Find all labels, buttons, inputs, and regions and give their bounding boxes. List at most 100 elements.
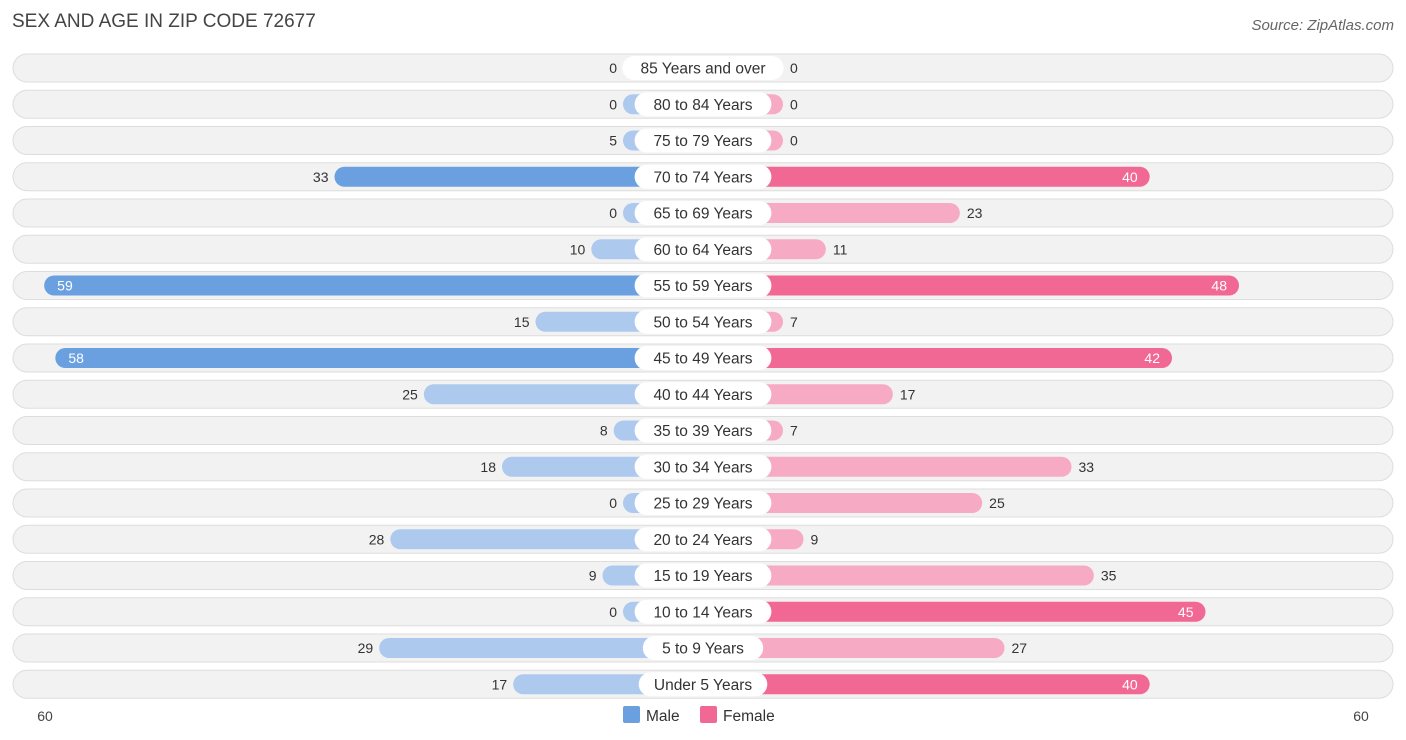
female-value-label: 9 xyxy=(811,531,819,547)
female-value-label: 40 xyxy=(1122,676,1138,692)
female-value-label: 0 xyxy=(790,133,798,149)
chart-row: 40 to 44 Years 25 17 xyxy=(12,379,1394,409)
category-label: 55 to 59 Years xyxy=(653,278,752,295)
male-bar xyxy=(55,348,704,368)
male-value-label: 59 xyxy=(57,278,73,294)
female-value-label: 0 xyxy=(790,96,798,112)
category-label: 50 to 54 Years xyxy=(653,314,752,331)
female-bar xyxy=(703,638,1005,658)
chart-row: 30 to 34 Years 18 33 xyxy=(12,452,1394,482)
male-bar xyxy=(334,166,703,187)
male-bar xyxy=(423,384,703,405)
category-pill xyxy=(634,164,772,189)
chart-row: 45 to 49 Years 58 42 xyxy=(12,343,1394,373)
female-value-label: 23 xyxy=(967,205,983,221)
legend-female-label: Female xyxy=(723,708,775,725)
category-pill xyxy=(634,418,772,443)
male-value-label: 9 xyxy=(589,568,597,584)
male-value-label: 0 xyxy=(609,495,617,511)
category-label: 30 to 34 Years xyxy=(653,459,752,476)
chart-row: 20 to 24 Years 28 9 xyxy=(12,524,1394,554)
chart-row: 55 to 59 Years 59 48 xyxy=(12,271,1394,300)
chart-row: 10 to 14 Years 0 45 xyxy=(12,597,1394,627)
chart-row: 85 Years and over 0 0 xyxy=(12,53,1394,83)
male-bar xyxy=(44,275,703,296)
male-value-label: 58 xyxy=(68,350,84,366)
female-bar xyxy=(703,674,1150,695)
male-value-label: 0 xyxy=(609,96,617,112)
chart-row: 80 to 84 Years 0 0 xyxy=(12,89,1394,119)
female-value-label: 0 xyxy=(790,60,798,76)
category-label: 75 to 79 Years xyxy=(653,133,752,150)
female-bar xyxy=(703,456,1072,477)
category-label: 10 to 14 Years xyxy=(653,604,752,621)
category-label: 85 Years and over xyxy=(641,61,766,78)
category-pill xyxy=(634,128,772,153)
male-value-label: 25 xyxy=(402,386,418,402)
male-value-label: 17 xyxy=(492,676,508,692)
category-pill xyxy=(642,636,764,660)
male-value-label: 33 xyxy=(313,169,329,185)
chart-row: 15 to 19 Years 9 35 xyxy=(12,561,1394,590)
chart-source: Source: ZipAtlas.com xyxy=(1251,17,1394,34)
category-label: 70 to 74 Years xyxy=(653,169,752,186)
male-value-label: 18 xyxy=(480,459,496,475)
category-label: 5 to 9 Years xyxy=(662,641,744,658)
category-pill xyxy=(634,346,772,370)
female-value-label: 25 xyxy=(989,495,1005,511)
female-bar xyxy=(703,565,1094,586)
female-value-label: 42 xyxy=(1144,350,1160,366)
category-pill xyxy=(634,527,772,552)
category-label: 20 to 24 Years xyxy=(653,532,752,549)
chart-row: 5 to 9 Years 29 27 xyxy=(12,633,1394,663)
male-value-label: 15 xyxy=(514,314,530,330)
female-value-label: 11 xyxy=(833,241,848,257)
category-pill xyxy=(638,672,768,697)
category-label: 40 to 44 Years xyxy=(653,387,752,404)
chart-row: Under 5 Years 17 40 xyxy=(12,669,1394,699)
male-value-label: 0 xyxy=(609,604,617,620)
chart-row: 70 to 74 Years 33 40 xyxy=(12,162,1394,192)
legend-female-swatch xyxy=(700,706,717,723)
legend-male-swatch xyxy=(623,706,640,723)
x-axis-right-label: 60 xyxy=(1353,708,1369,724)
female-value-label: 48 xyxy=(1211,278,1227,294)
category-pill xyxy=(634,599,772,624)
legend-male: Male xyxy=(623,706,680,725)
category-pill xyxy=(622,56,784,80)
male-value-label: 0 xyxy=(609,60,617,76)
female-bar xyxy=(703,275,1239,296)
category-pill xyxy=(634,563,772,588)
female-value-label: 7 xyxy=(790,314,798,330)
female-value-label: 35 xyxy=(1101,568,1117,584)
female-value-label: 7 xyxy=(790,423,798,439)
category-label: 25 to 29 Years xyxy=(653,496,752,513)
category-pill xyxy=(634,273,772,298)
category-pill xyxy=(634,237,772,262)
legend-female: Female xyxy=(700,706,775,725)
category-pill xyxy=(634,454,772,479)
female-value-label: 40 xyxy=(1122,169,1138,185)
male-value-label: 5 xyxy=(609,133,617,149)
chart-row: 65 to 69 Years 0 23 xyxy=(12,198,1394,228)
female-value-label: 27 xyxy=(1012,640,1028,656)
category-pill xyxy=(634,92,772,117)
male-value-label: 29 xyxy=(358,640,374,656)
category-label: 60 to 64 Years xyxy=(653,242,752,259)
female-bar xyxy=(703,493,983,513)
x-axis-left-label: 60 xyxy=(37,708,53,724)
chart-row: 25 to 29 Years 0 25 xyxy=(12,488,1394,518)
female-bar xyxy=(703,348,1172,368)
category-label: 35 to 39 Years xyxy=(653,423,752,440)
legend-male-label: Male xyxy=(646,708,680,725)
female-bar xyxy=(703,601,1206,622)
category-label: 45 to 49 Years xyxy=(653,351,752,368)
male-value-label: 28 xyxy=(369,531,385,547)
chart-row: 50 to 54 Years 15 7 xyxy=(12,307,1394,337)
chart-title: SEX AND AGE IN ZIP CODE 72677 xyxy=(12,11,316,32)
chart-row: 75 to 79 Years 5 0 xyxy=(12,126,1394,155)
female-value-label: 33 xyxy=(1079,459,1095,475)
male-value-label: 10 xyxy=(570,241,586,257)
